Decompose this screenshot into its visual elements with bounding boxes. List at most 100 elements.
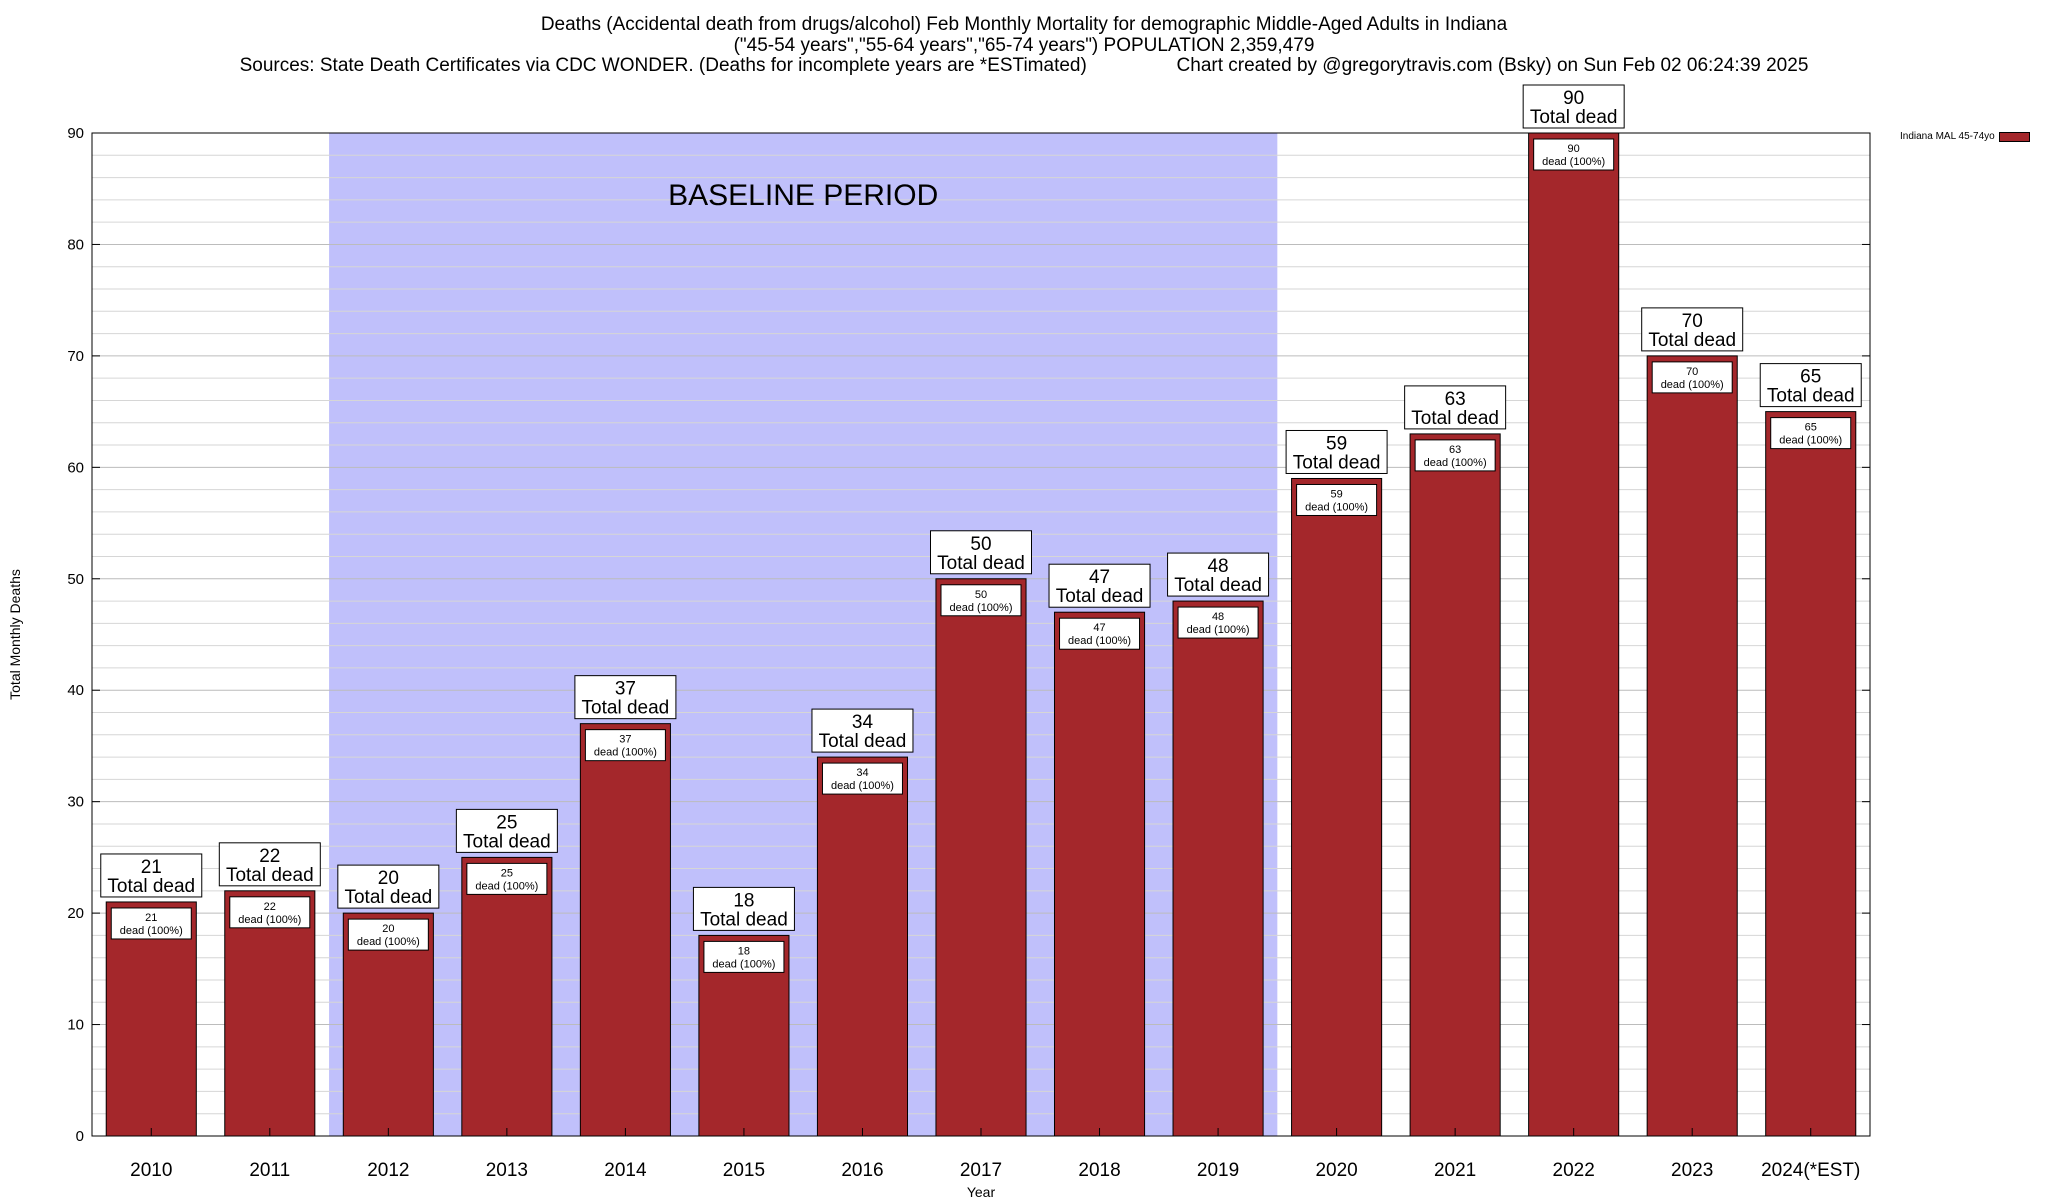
bar-total-value-label: 59	[1326, 433, 1347, 454]
y-tick-label: 70	[67, 348, 84, 365]
bar-total-dead-label: Total dead	[1056, 586, 1144, 607]
bar-inner-dead-label: dead (100%)	[1424, 457, 1487, 469]
bar-inner-label-box	[110, 907, 192, 940]
bar-inner-dead-label: dead (100%)	[1542, 156, 1605, 168]
legend-label: Indiana MAL 45-74yo	[1900, 131, 1995, 142]
bar	[224, 890, 316, 1137]
x-tick-label: 2017	[960, 1160, 1002, 1181]
y-tick-label: 30	[67, 794, 84, 811]
bar-total-label-box	[574, 675, 677, 720]
baseline-period-label: BASELINE PERIOD	[668, 179, 938, 212]
bar-total-label-box	[1522, 84, 1625, 129]
bar	[105, 901, 197, 1137]
bar-inner-value-label: 50	[975, 589, 987, 601]
bar-inner-dead-label: dead (100%)	[712, 958, 775, 970]
bar-inner-label-box	[1059, 617, 1141, 650]
bar-total-label-box	[100, 853, 203, 898]
x-tick-label: 2015	[723, 1160, 765, 1181]
bar-inner-value-label: 25	[501, 867, 513, 879]
bar	[816, 756, 909, 1137]
x-tick-label: 2019	[1197, 1160, 1239, 1181]
y-tick-label: 60	[67, 459, 84, 476]
bar-inner-value-label: 48	[1212, 611, 1224, 623]
x-tick-label: 2020	[1315, 1160, 1357, 1181]
x-tick-label: 2014	[604, 1160, 647, 1181]
bar-inner-dead-label: dead (100%)	[1187, 624, 1250, 636]
chart-title-line-2: ("45-54 years","55-64 years","65-74 year…	[733, 35, 1315, 56]
bar-inner-label-box	[347, 918, 429, 951]
bar-total-value-label: 18	[733, 890, 754, 911]
bar-total-dead-label: Total dead	[1767, 386, 1855, 407]
bar-inner-dead-label: dead (100%)	[357, 936, 420, 948]
bar-total-dead-label: Total dead	[107, 876, 195, 897]
x-tick-label: 2013	[486, 1160, 528, 1181]
bar-total-label-box	[337, 864, 440, 909]
bar-total-value-label: 34	[852, 712, 874, 733]
bar	[1172, 600, 1264, 1137]
bar-total-label-box	[1404, 385, 1507, 430]
bar-total-dead-label: Total dead	[1293, 452, 1381, 473]
bar	[1053, 611, 1146, 1137]
bar-inner-label-box	[229, 896, 311, 929]
y-tick-label: 80	[67, 236, 84, 253]
bar-inner-dead-label: dead (100%)	[120, 925, 183, 937]
bar-inner-value-label: 59	[1330, 488, 1342, 500]
x-axis-label: Year	[967, 1184, 996, 1200]
bar-inner-label-box	[1770, 417, 1852, 450]
y-tick-label: 10	[67, 1017, 84, 1034]
bar-total-label-box	[1048, 563, 1151, 608]
bar-total-label-box	[1759, 363, 1862, 408]
bar	[579, 723, 671, 1137]
bar	[1765, 411, 1857, 1137]
x-tick-label: 2024(*EST)	[1761, 1160, 1860, 1181]
bar-inner-dead-label: dead (100%)	[831, 780, 894, 792]
bar-inner-dead-label: dead (100%)	[475, 880, 538, 892]
bar-total-dead-label: Total dead	[463, 831, 551, 852]
bar-total-dead-label: Total dead	[582, 698, 670, 719]
bar	[1409, 433, 1501, 1137]
plot-border	[91, 132, 1871, 1137]
bar-inner-label-box	[821, 762, 903, 795]
y-tick-label: 0	[76, 1128, 84, 1145]
bar-total-dead-label: Total dead	[700, 909, 788, 930]
x-tick-label: 2023	[1671, 1160, 1713, 1181]
y-tick-label: 20	[67, 905, 84, 922]
bar-inner-dead-label: dead (100%)	[594, 747, 657, 759]
legend: Indiana MAL 45-74yo	[1900, 131, 2030, 142]
bar	[935, 578, 1027, 1137]
bar-total-dead-label: Total dead	[937, 553, 1025, 574]
bar-total-label-box	[930, 530, 1032, 575]
bar-total-dead-label: Total dead	[1530, 107, 1618, 128]
x-tick-label: 2016	[841, 1160, 883, 1181]
x-tick-label: 2012	[367, 1160, 409, 1181]
bar-total-dead-label: Total dead	[226, 865, 314, 886]
bar-total-label-box	[1641, 307, 1744, 352]
bar-total-dead-label: Total dead	[819, 731, 907, 752]
x-tick-label: 2010	[130, 1160, 172, 1181]
bar-inner-label-box	[1533, 138, 1615, 171]
bar-total-value-label: 48	[1207, 556, 1228, 577]
bar-inner-value-label: 47	[1093, 622, 1105, 634]
bar-total-value-label: 37	[615, 679, 636, 700]
bar-total-value-label: 22	[259, 846, 280, 867]
bar	[461, 856, 553, 1137]
bar-inner-value-label: 18	[738, 945, 750, 957]
bar-inner-value-label: 20	[382, 923, 394, 935]
bar-inner-dead-label: dead (100%)	[1068, 635, 1131, 647]
bar-total-value-label: 50	[970, 534, 991, 555]
bar-total-label-box	[811, 708, 914, 753]
bar-inner-dead-label: dead (100%)	[1661, 379, 1724, 391]
bar-inner-label-box	[940, 584, 1022, 617]
bar-total-value-label: 47	[1089, 567, 1110, 588]
bar-total-label-box	[218, 842, 321, 887]
bar-inner-label-box	[1414, 439, 1496, 472]
chart-title-line-1: Deaths (Accidental death from drugs/alco…	[540, 14, 1508, 35]
bar	[1646, 355, 1738, 1137]
bar-total-value-label: 70	[1682, 311, 1703, 332]
bar-total-label-box	[455, 808, 558, 853]
bar-inner-label-box	[584, 729, 666, 762]
bar-inner-value-label: 34	[856, 767, 868, 779]
bar-inner-dead-label: dead (100%)	[1779, 435, 1842, 447]
y-tick-label: 90	[67, 125, 84, 142]
